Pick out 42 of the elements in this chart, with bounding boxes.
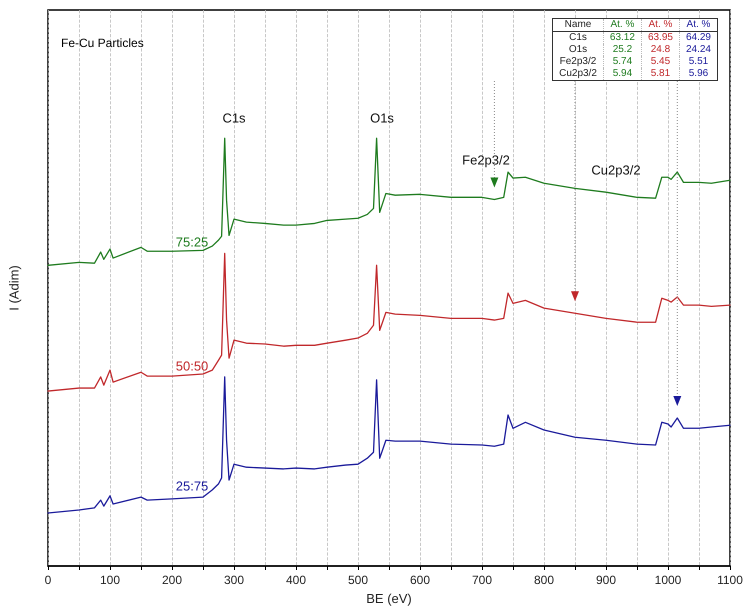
x-tick-label: 900 [596, 573, 616, 587]
x-axis-title: BE (eV) [366, 591, 412, 606]
annotation: Fe2p3/2 [462, 152, 510, 168]
text: 5.51 [679, 56, 718, 68]
series-label: 50:50 [176, 358, 208, 374]
text: At. % [679, 18, 718, 32]
x-tick-label: 300 [224, 573, 244, 587]
text: Cu2p3/2 [552, 68, 604, 80]
text: C1s [552, 32, 604, 44]
text: 5.96 [679, 68, 718, 80]
text: 63.12 [603, 32, 642, 44]
x-tick-label: 600 [410, 573, 430, 587]
text: O1s [552, 44, 604, 56]
x-tick-label: 100 [100, 573, 120, 587]
x-tick-label: 0 [44, 573, 52, 587]
text: 25.2 [603, 44, 642, 56]
text: At. % [641, 18, 680, 32]
text: At. % [603, 18, 642, 32]
text: 5.94 [603, 68, 642, 80]
text: 5.74 [603, 56, 642, 68]
x-tick-label: 1000 [654, 573, 682, 587]
x-tick-label: 800 [534, 573, 554, 587]
y-axis-title: I (Adim) [6, 265, 22, 311]
text: 24.8 [641, 44, 680, 56]
series-label: 75:25 [176, 234, 208, 250]
text: Name [552, 18, 604, 32]
text: 5.81 [641, 68, 680, 80]
series-label: 25:75 [176, 478, 208, 494]
text: C1s [222, 110, 246, 126]
text: 24.24 [679, 44, 718, 56]
text: O1s [370, 110, 394, 126]
text: 63.95 [641, 32, 680, 44]
text: Fe2p3/2 [552, 56, 604, 68]
text: 64.29 [679, 32, 718, 44]
chart-title: Fe-Cu Particles [61, 36, 144, 50]
x-tick-label: 1100 [717, 573, 744, 587]
x-tick-label: 200 [162, 573, 182, 587]
x-tick-label: 700 [472, 573, 492, 587]
text: 5.45 [641, 56, 680, 68]
annotation: Cu2p3/2 [591, 162, 641, 178]
x-tick-label: 500 [348, 573, 368, 587]
x-tick-label: 400 [286, 573, 306, 587]
